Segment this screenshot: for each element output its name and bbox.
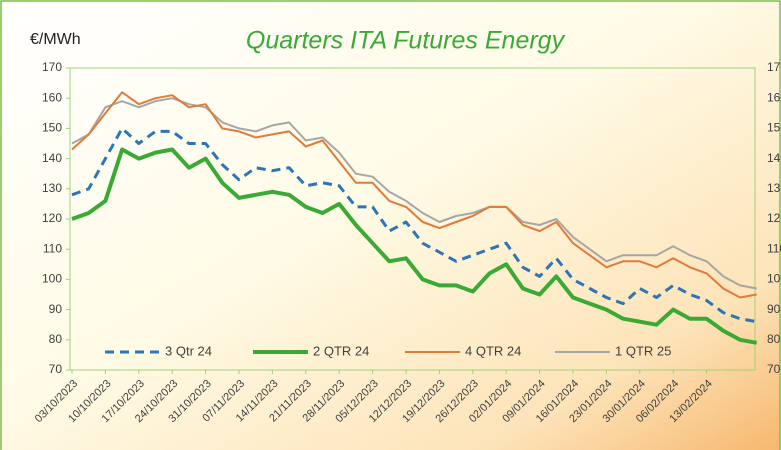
y-tick-label: 140 xyxy=(42,151,62,165)
y-tick-label: 160 xyxy=(42,90,62,104)
y-tick-label: 120 xyxy=(42,211,62,225)
y-tick-label: 70 xyxy=(49,362,63,376)
y2-tick-label: 90 xyxy=(767,302,781,316)
y-tick-label: 110 xyxy=(43,241,62,255)
y-tick-label: 170 xyxy=(42,60,62,74)
y2-tick-label: 110 xyxy=(767,241,781,255)
chart-title: Quarters ITA Futures Energy xyxy=(246,27,566,55)
legend-label: 4 QTR 24 xyxy=(465,343,521,358)
y2-tick-label: 70 xyxy=(767,362,781,376)
series-line xyxy=(71,97,757,290)
series-line xyxy=(71,126,757,324)
series-line xyxy=(71,147,758,345)
y-tick-label: 100 xyxy=(42,272,62,286)
y-tick-label: 80 xyxy=(49,332,63,346)
y2-tick-label: 150 xyxy=(767,121,781,135)
y2-tick-label: 130 xyxy=(767,181,781,195)
y2-tick-label: 80 xyxy=(767,332,781,346)
y2-tick-label: 100 xyxy=(767,272,781,286)
series-line xyxy=(71,91,757,299)
y2-tick-label: 140 xyxy=(767,151,781,165)
y-tick-label: 150 xyxy=(42,121,62,135)
y2-tick-label: 160 xyxy=(767,90,781,104)
y-tick-label: 90 xyxy=(49,302,63,316)
y2-tick-label: 120 xyxy=(767,211,781,225)
y-axis-label: €/MWh xyxy=(30,31,81,48)
legend-label: 2 QTR 24 xyxy=(313,343,369,358)
y-tick-label: 130 xyxy=(42,181,62,195)
y2-tick-label: 170 xyxy=(767,60,781,74)
legend-label: 3 Qtr 24 xyxy=(165,343,212,358)
legend-label: 1 QTR 25 xyxy=(615,343,671,358)
